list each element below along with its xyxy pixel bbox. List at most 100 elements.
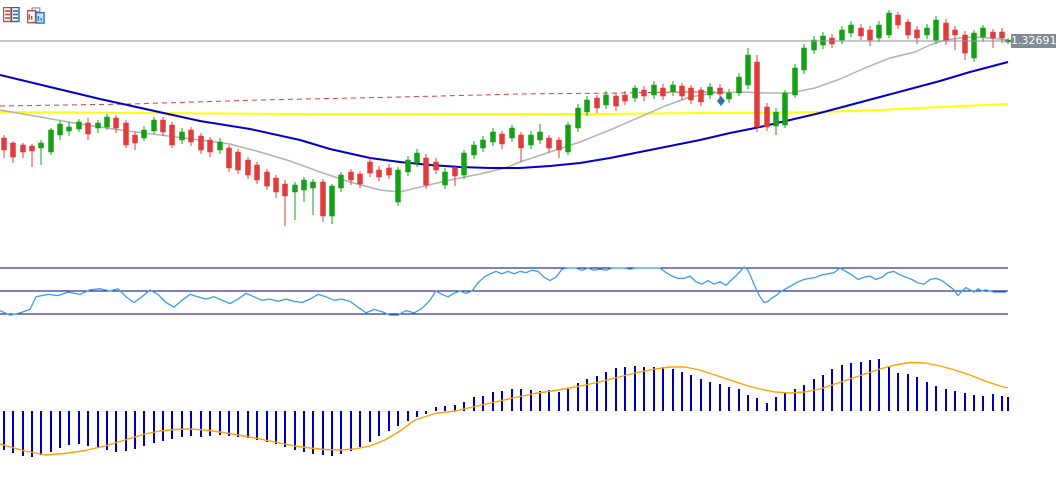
candle-body <box>198 135 204 151</box>
candle-body <box>537 131 543 141</box>
candle-body <box>95 122 101 129</box>
candle-body <box>745 54 751 86</box>
candle-body <box>207 139 213 153</box>
candle-body <box>886 12 892 36</box>
candle-body <box>338 174 344 189</box>
candle-body <box>895 14 901 26</box>
buy-signal-marker <box>717 96 725 106</box>
candle-body <box>264 171 270 187</box>
candle-body <box>698 89 704 103</box>
candle-body <box>670 84 676 93</box>
candle-body <box>858 27 864 37</box>
candle-body <box>651 84 657 96</box>
candle-body <box>876 24 882 39</box>
ma-red-dashed <box>0 91 728 107</box>
candle-body <box>66 126 72 132</box>
candle-body <box>773 111 779 127</box>
candle-body <box>518 134 524 149</box>
candle-body <box>575 107 581 129</box>
candle-body <box>357 173 363 185</box>
candle-body <box>736 76 742 94</box>
signal-marker-layer <box>717 96 725 106</box>
candle-body <box>980 27 986 38</box>
candle-body <box>226 147 232 169</box>
candle-body <box>480 139 486 149</box>
candle-body <box>594 97 600 109</box>
ma-gray <box>0 36 1009 193</box>
candle-body <box>943 22 949 41</box>
candle-body <box>509 127 515 139</box>
candle-body <box>867 29 873 41</box>
candle-body <box>792 67 798 96</box>
candle-body <box>48 129 54 153</box>
macd-panel <box>0 359 1009 457</box>
candle-body <box>990 31 996 39</box>
candle-body <box>613 95 619 107</box>
candle-body <box>782 92 788 126</box>
candle-body <box>471 144 477 156</box>
candle-body <box>1 137 7 151</box>
candle-body <box>320 181 326 217</box>
candle-body <box>217 141 223 151</box>
candle-body <box>726 92 732 100</box>
candle-body <box>76 121 82 130</box>
candle-body <box>632 87 638 99</box>
candle-body <box>20 144 26 153</box>
candle-body <box>132 134 138 144</box>
candle-body <box>641 89 647 97</box>
candle-body <box>85 122 91 135</box>
candle-body <box>603 94 609 106</box>
oscillator-line <box>0 266 1006 316</box>
candle-body <box>914 29 920 39</box>
candle-body <box>839 29 845 41</box>
candle-body <box>423 157 429 186</box>
chart-list-icon-glyph <box>2 7 20 23</box>
current-price-label: 1.32691 <box>1011 34 1056 48</box>
candle-body <box>160 119 166 133</box>
candle-body <box>254 164 260 181</box>
candle-body <box>10 142 16 158</box>
candle-body <box>556 139 562 151</box>
ma-yellow <box>0 103 1009 115</box>
candle-body <box>717 87 723 95</box>
oscillator-panel <box>0 266 1008 316</box>
candle-body <box>292 184 298 193</box>
candle-body <box>433 161 439 171</box>
candle-body <box>376 169 382 178</box>
candle-body <box>764 106 770 128</box>
candle-body <box>414 152 420 164</box>
candle-body <box>971 32 977 59</box>
candle-body <box>348 171 354 181</box>
candle-body <box>310 181 316 189</box>
candle-body <box>905 21 911 36</box>
candle-body <box>679 85 685 97</box>
candle-body <box>29 145 35 152</box>
toolbar <box>2 6 45 24</box>
chart-windows-icon-glyph <box>27 6 45 24</box>
chart-windows-icon[interactable] <box>27 6 45 24</box>
candle-body <box>405 159 411 173</box>
candle-body <box>848 24 854 34</box>
macd-signal-line <box>0 361 1009 456</box>
candle-body <box>395 169 401 203</box>
candle-body <box>452 167 458 177</box>
candle-body <box>367 161 373 174</box>
candle-body <box>688 87 694 101</box>
candle-body <box>301 179 307 191</box>
candle-body <box>924 27 930 36</box>
candle-body <box>273 177 279 193</box>
chart-list-icon[interactable] <box>2 6 20 24</box>
ma-blue <box>0 61 1009 169</box>
candle-body <box>962 34 968 54</box>
candle-body <box>528 134 534 146</box>
candle-body <box>584 99 590 113</box>
candle-body <box>565 124 571 153</box>
candle-body <box>499 133 505 145</box>
candle-body <box>490 131 496 143</box>
candle-body <box>707 86 713 96</box>
candle-body <box>141 129 147 139</box>
candle-body <box>999 31 1005 39</box>
candle-body <box>38 142 44 149</box>
